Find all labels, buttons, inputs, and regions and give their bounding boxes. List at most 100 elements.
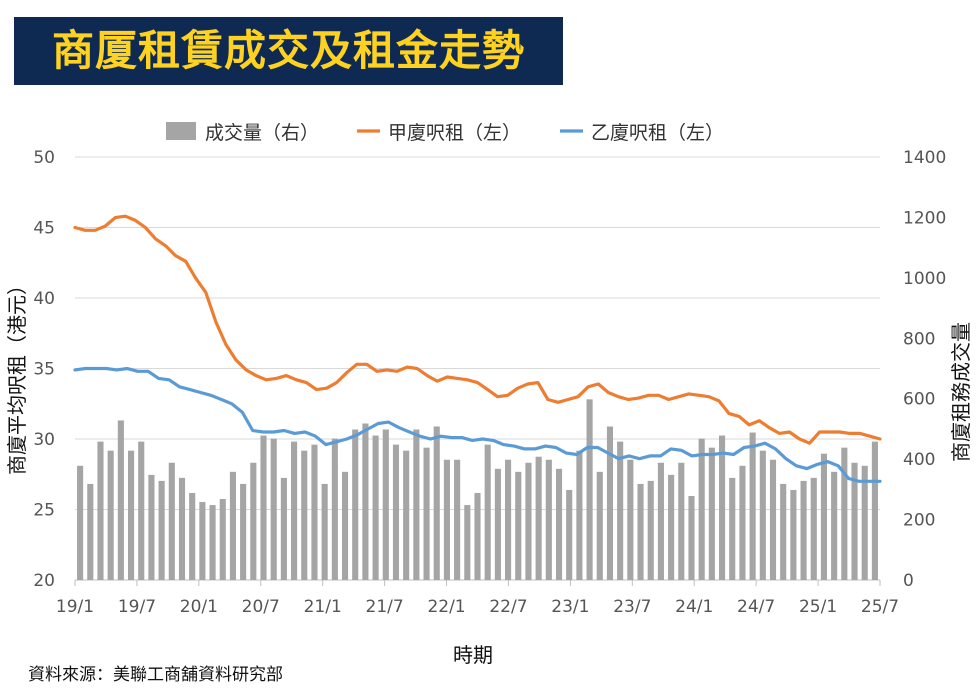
volume-bar [647,480,654,580]
volume-bar [117,420,124,580]
volume-bar [341,471,349,580]
volume-bar [729,477,736,580]
volume-bar [168,462,175,580]
right-tick-label: 400 [903,450,935,470]
x-tick-label: 23/1 [551,597,589,617]
volume-bar [545,459,552,580]
volume-bar [219,499,226,580]
x-tick-label: 21/7 [366,597,404,617]
x-tick-label: 23/7 [613,597,651,617]
x-tick-label: 24/7 [737,597,775,617]
legend-volume-label: 成交量（右） [205,122,319,144]
volume-bar [148,474,155,580]
volume-bar [352,429,359,580]
legend-grade-b-label: 乙廈呎租（左） [591,122,724,144]
volume-bar [525,462,532,580]
volume-bar [769,459,777,580]
volume-bar [321,483,328,580]
source-note: 資料來源：美聯工商舖資料研究部 [28,665,283,685]
volume-bar [311,444,318,580]
volume-bar [97,441,104,580]
volume-bar [820,453,828,580]
volume-bar [515,471,522,580]
volume-bar [810,477,817,580]
volume-bar [403,450,410,580]
volume-bar [127,450,135,580]
x-axis-title: 時期 [453,643,493,667]
chart-title: 商厦租賃成交及租金走勢 [51,26,525,75]
right-tick-label: 0 [903,571,914,591]
x-tick-label: 20/7 [242,597,280,617]
right-tick-label: 200 [903,511,935,531]
volume-bar [392,444,400,580]
volume-bar [331,438,338,580]
volume-bar [780,483,787,580]
volume-bar [831,471,838,580]
left-tick-label: 30 [33,430,55,450]
left-tick-label: 45 [33,219,55,239]
volume-bar [107,450,114,580]
volume-bar [270,438,277,580]
legend-grade-a-label: 甲廈呎租（左） [388,122,521,144]
volume-bar [494,468,501,580]
x-tick-label: 25/7 [861,597,899,617]
volume-bar [464,505,471,580]
volume-bar [189,492,196,580]
volume-bar [382,429,389,580]
right-tick-label: 1400 [903,148,946,168]
volume-bar [158,480,165,580]
left-tick-label: 25 [33,501,55,521]
left-tick-label: 40 [33,289,55,309]
volume-bar [555,468,563,580]
volume-bar [240,483,247,580]
x-tick-label: 19/1 [56,597,94,617]
right-axis-title: 商廈租務成交量 [949,322,973,462]
x-tick-label: 22/1 [427,597,465,617]
volume-bar [698,438,705,580]
volume-bar [800,480,807,580]
right-tick-label: 1200 [903,208,946,228]
volume-bar [739,465,746,580]
volume-bar [759,450,766,580]
volume-bar [250,462,257,580]
right-tick-label: 800 [903,329,935,349]
volume-bar [443,459,450,580]
volume-bar [291,441,298,580]
volume-bar [617,441,624,580]
x-tick-label: 24/1 [675,597,713,617]
volume-bar [372,435,379,580]
volume-bar [260,435,267,580]
volume-bar [871,441,878,580]
volume-bar [606,426,614,580]
volume-bar [138,441,145,580]
left-tick-label: 50 [33,148,55,168]
volume-bar [719,435,726,580]
volume-bar [423,447,430,580]
volume-bar [596,471,603,580]
volume-bar [199,502,206,580]
legend-volume-swatch [166,122,196,140]
volume-bar [413,429,420,580]
volume-bar [301,450,308,580]
volume-bar [454,459,461,580]
volume-bar [566,489,573,580]
volume-bar [77,465,84,580]
volume-bar [505,459,512,580]
left-axis-title: 商廈平均呎租（港元） [5,275,29,475]
volume-bar [668,474,675,580]
volume-bar [280,477,287,580]
volume-bar [708,447,715,580]
volume-bar [790,489,797,580]
volume-bar [627,459,634,580]
volume-bar [841,447,848,580]
x-tick-label: 20/1 [180,597,218,617]
right-tick-label: 600 [903,390,935,410]
title-banner: 商厦租賃成交及租金走勢 [14,17,563,85]
volume-bar [586,399,593,580]
volume-bar [576,450,583,580]
volume-bar [484,444,491,580]
volume-bar [362,423,369,580]
grade-b-rent-line [73,366,882,483]
volume-bar [688,496,695,580]
